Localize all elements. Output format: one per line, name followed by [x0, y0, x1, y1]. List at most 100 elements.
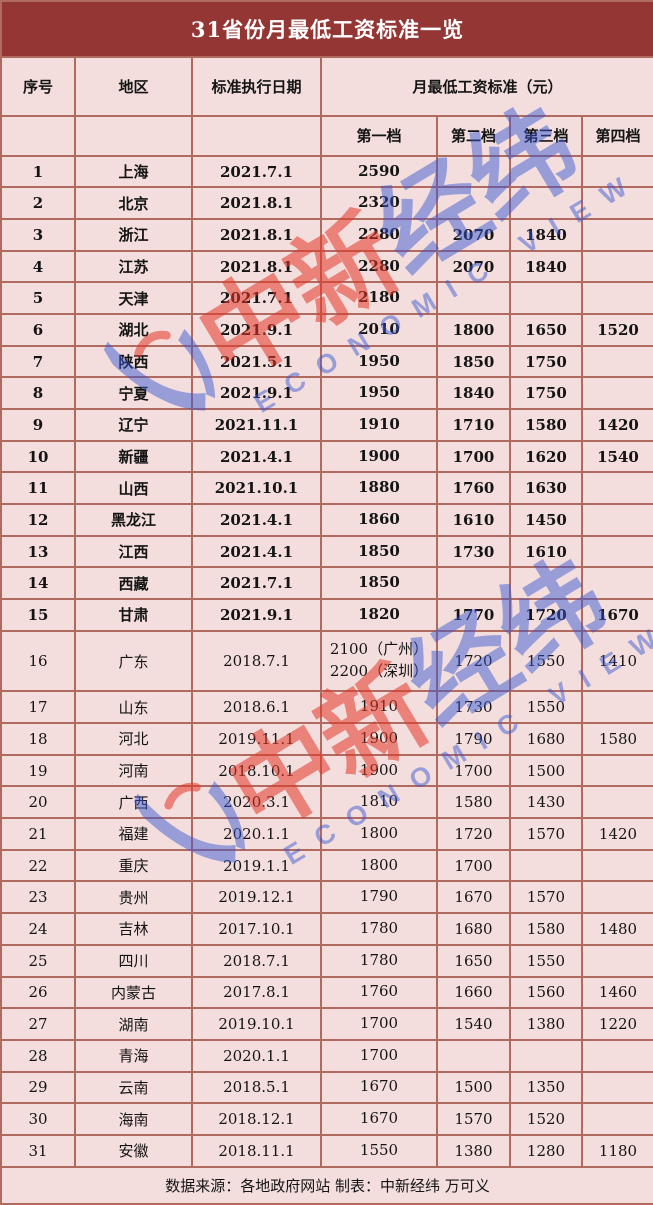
table-row: 26 内蒙古 2017.8.1 1760 1660 1560 1460 — [0, 975, 653, 1010]
cell-tier3 — [509, 186, 583, 221]
cell-tier1: 1820 — [320, 598, 438, 632]
table-row: 11 山西 2021.10.1 1880 1760 1630 — [0, 471, 653, 506]
cell-index: 30 — [0, 1102, 76, 1136]
cell-region: 河南 — [74, 753, 193, 788]
cell-tier4 — [581, 154, 653, 189]
cell-tier1: 1800 — [320, 817, 438, 851]
cell-region: 江苏 — [74, 249, 193, 284]
cell-tier1: 1880 — [320, 471, 438, 506]
cell-region: 浙江 — [74, 218, 193, 252]
cell-region: 福建 — [74, 817, 193, 851]
cell-tier3: 1550 — [509, 690, 583, 725]
table-row: 12 黑龙江 2021.4.1 1860 1610 1450 — [0, 503, 653, 537]
table-row: 29 云南 2018.5.1 1670 1500 1350 — [0, 1070, 653, 1105]
cell-tier3: 1350 — [509, 1070, 583, 1105]
cell-tier1: 1760 — [320, 975, 438, 1010]
cell-region: 贵州 — [74, 880, 193, 915]
cell-index: 6 — [0, 313, 76, 347]
col-header-tier1: 第一档 — [320, 114, 438, 157]
cell-tier4: 1410 — [581, 629, 653, 693]
cell-date: 2019.11.1 — [191, 722, 322, 756]
cell-tier2: 1670 — [436, 880, 511, 915]
cell-region: 甘肃 — [74, 598, 193, 632]
cell-tier4 — [581, 344, 653, 379]
cell-region: 湖南 — [74, 1007, 193, 1041]
cell-region: 河北 — [74, 722, 193, 756]
cell-region: 江西 — [74, 534, 193, 569]
cell-tier1: 1900 — [320, 753, 438, 788]
table-row: 6 湖北 2021.9.1 2010 1800 1650 1520 — [0, 313, 653, 347]
cell-region: 天津 — [74, 281, 193, 316]
cell-date: 2019.10.1 — [191, 1007, 322, 1041]
cell-date: 2019.12.1 — [191, 880, 322, 915]
cell-tier3: 1610 — [509, 534, 583, 569]
cell-tier2: 1380 — [436, 1133, 511, 1168]
cell-region: 吉林 — [74, 912, 193, 946]
cell-index: 22 — [0, 848, 76, 883]
cell-date: 2018.11.1 — [191, 1133, 322, 1168]
cell-index: 4 — [0, 249, 76, 284]
table-row: 27 湖南 2019.10.1 1700 1540 1380 1220 — [0, 1007, 653, 1041]
cell-tier2: 1710 — [436, 408, 511, 442]
table-row: 1 上海 2021.7.1 2590 — [0, 154, 653, 189]
cell-tier1: 1780 — [320, 912, 438, 946]
cell-tier4 — [581, 880, 653, 915]
cell-region: 青海 — [74, 1038, 193, 1073]
cell-index: 9 — [0, 408, 76, 442]
cell-region: 宁夏 — [74, 376, 193, 411]
cell-tier2: 1700 — [436, 753, 511, 788]
cell-index: 14 — [0, 566, 76, 601]
cell-date: 2021.4.1 — [191, 439, 322, 474]
cell-date: 2021.9.1 — [191, 313, 322, 347]
cell-index: 31 — [0, 1133, 76, 1168]
cell-index: 26 — [0, 975, 76, 1010]
cell-tier3: 1570 — [509, 817, 583, 851]
cell-date: 2020.1.1 — [191, 817, 322, 851]
table-row: 24 吉林 2017.10.1 1780 1680 1580 1480 — [0, 912, 653, 946]
table-row: 17 山东 2018.6.1 1910 1730 1550 — [0, 690, 653, 725]
cell-tier1: 2100（广州） 2200（深圳） — [320, 629, 438, 693]
table-row: 18 河北 2019.11.1 1900 1790 1680 1580 — [0, 722, 653, 756]
cell-tier1: 1860 — [320, 503, 438, 537]
col-header-wage-group: 月最低工资标准（元） — [320, 56, 653, 117]
cell-tier4 — [581, 503, 653, 537]
cell-tier4: 1420 — [581, 408, 653, 442]
table-row: 23 贵州 2019.12.1 1790 1670 1570 — [0, 880, 653, 915]
cell-region: 北京 — [74, 186, 193, 221]
cell-tier3: 1580 — [509, 912, 583, 946]
cell-date: 2018.12.1 — [191, 1102, 322, 1136]
cell-tier3: 1720 — [509, 598, 583, 632]
cell-index: 13 — [0, 534, 76, 569]
cell-tier2: 2070 — [436, 249, 511, 284]
cell-region: 云南 — [74, 1070, 193, 1105]
table-row: 8 宁夏 2021.9.1 1950 1840 1750 — [0, 376, 653, 411]
cell-tier1: 1780 — [320, 943, 438, 978]
cell-date: 2021.7.1 — [191, 154, 322, 189]
cell-tier3: 1650 — [509, 313, 583, 347]
cell-tier3: 1840 — [509, 249, 583, 284]
cell-date: 2017.8.1 — [191, 975, 322, 1010]
cell-index: 12 — [0, 503, 76, 537]
cell-tier3: 1380 — [509, 1007, 583, 1041]
cell-index: 2 — [0, 186, 76, 221]
cell-tier3: 1500 — [509, 753, 583, 788]
cell-tier4 — [581, 471, 653, 506]
cell-region: 广西 — [74, 785, 193, 820]
cell-index: 1 — [0, 154, 76, 189]
cell-region: 陕西 — [74, 344, 193, 379]
cell-tier1: 2180 — [320, 281, 438, 316]
col-header-tier3: 第三档 — [509, 114, 583, 157]
table-row: 5 天津 2021.7.1 2180 — [0, 281, 653, 316]
cell-tier4 — [581, 1102, 653, 1136]
cell-region: 重庆 — [74, 848, 193, 883]
header-empty-cell — [191, 114, 322, 157]
cell-date: 2021.4.1 — [191, 503, 322, 537]
cell-region: 广东 — [74, 629, 193, 693]
cell-tier4: 1540 — [581, 439, 653, 474]
header-empty-cell — [74, 114, 193, 157]
cell-tier1: 2010 — [320, 313, 438, 347]
cell-date: 2021.5.1 — [191, 344, 322, 379]
cell-tier3: 1450 — [509, 503, 583, 537]
cell-tier2 — [436, 566, 511, 601]
